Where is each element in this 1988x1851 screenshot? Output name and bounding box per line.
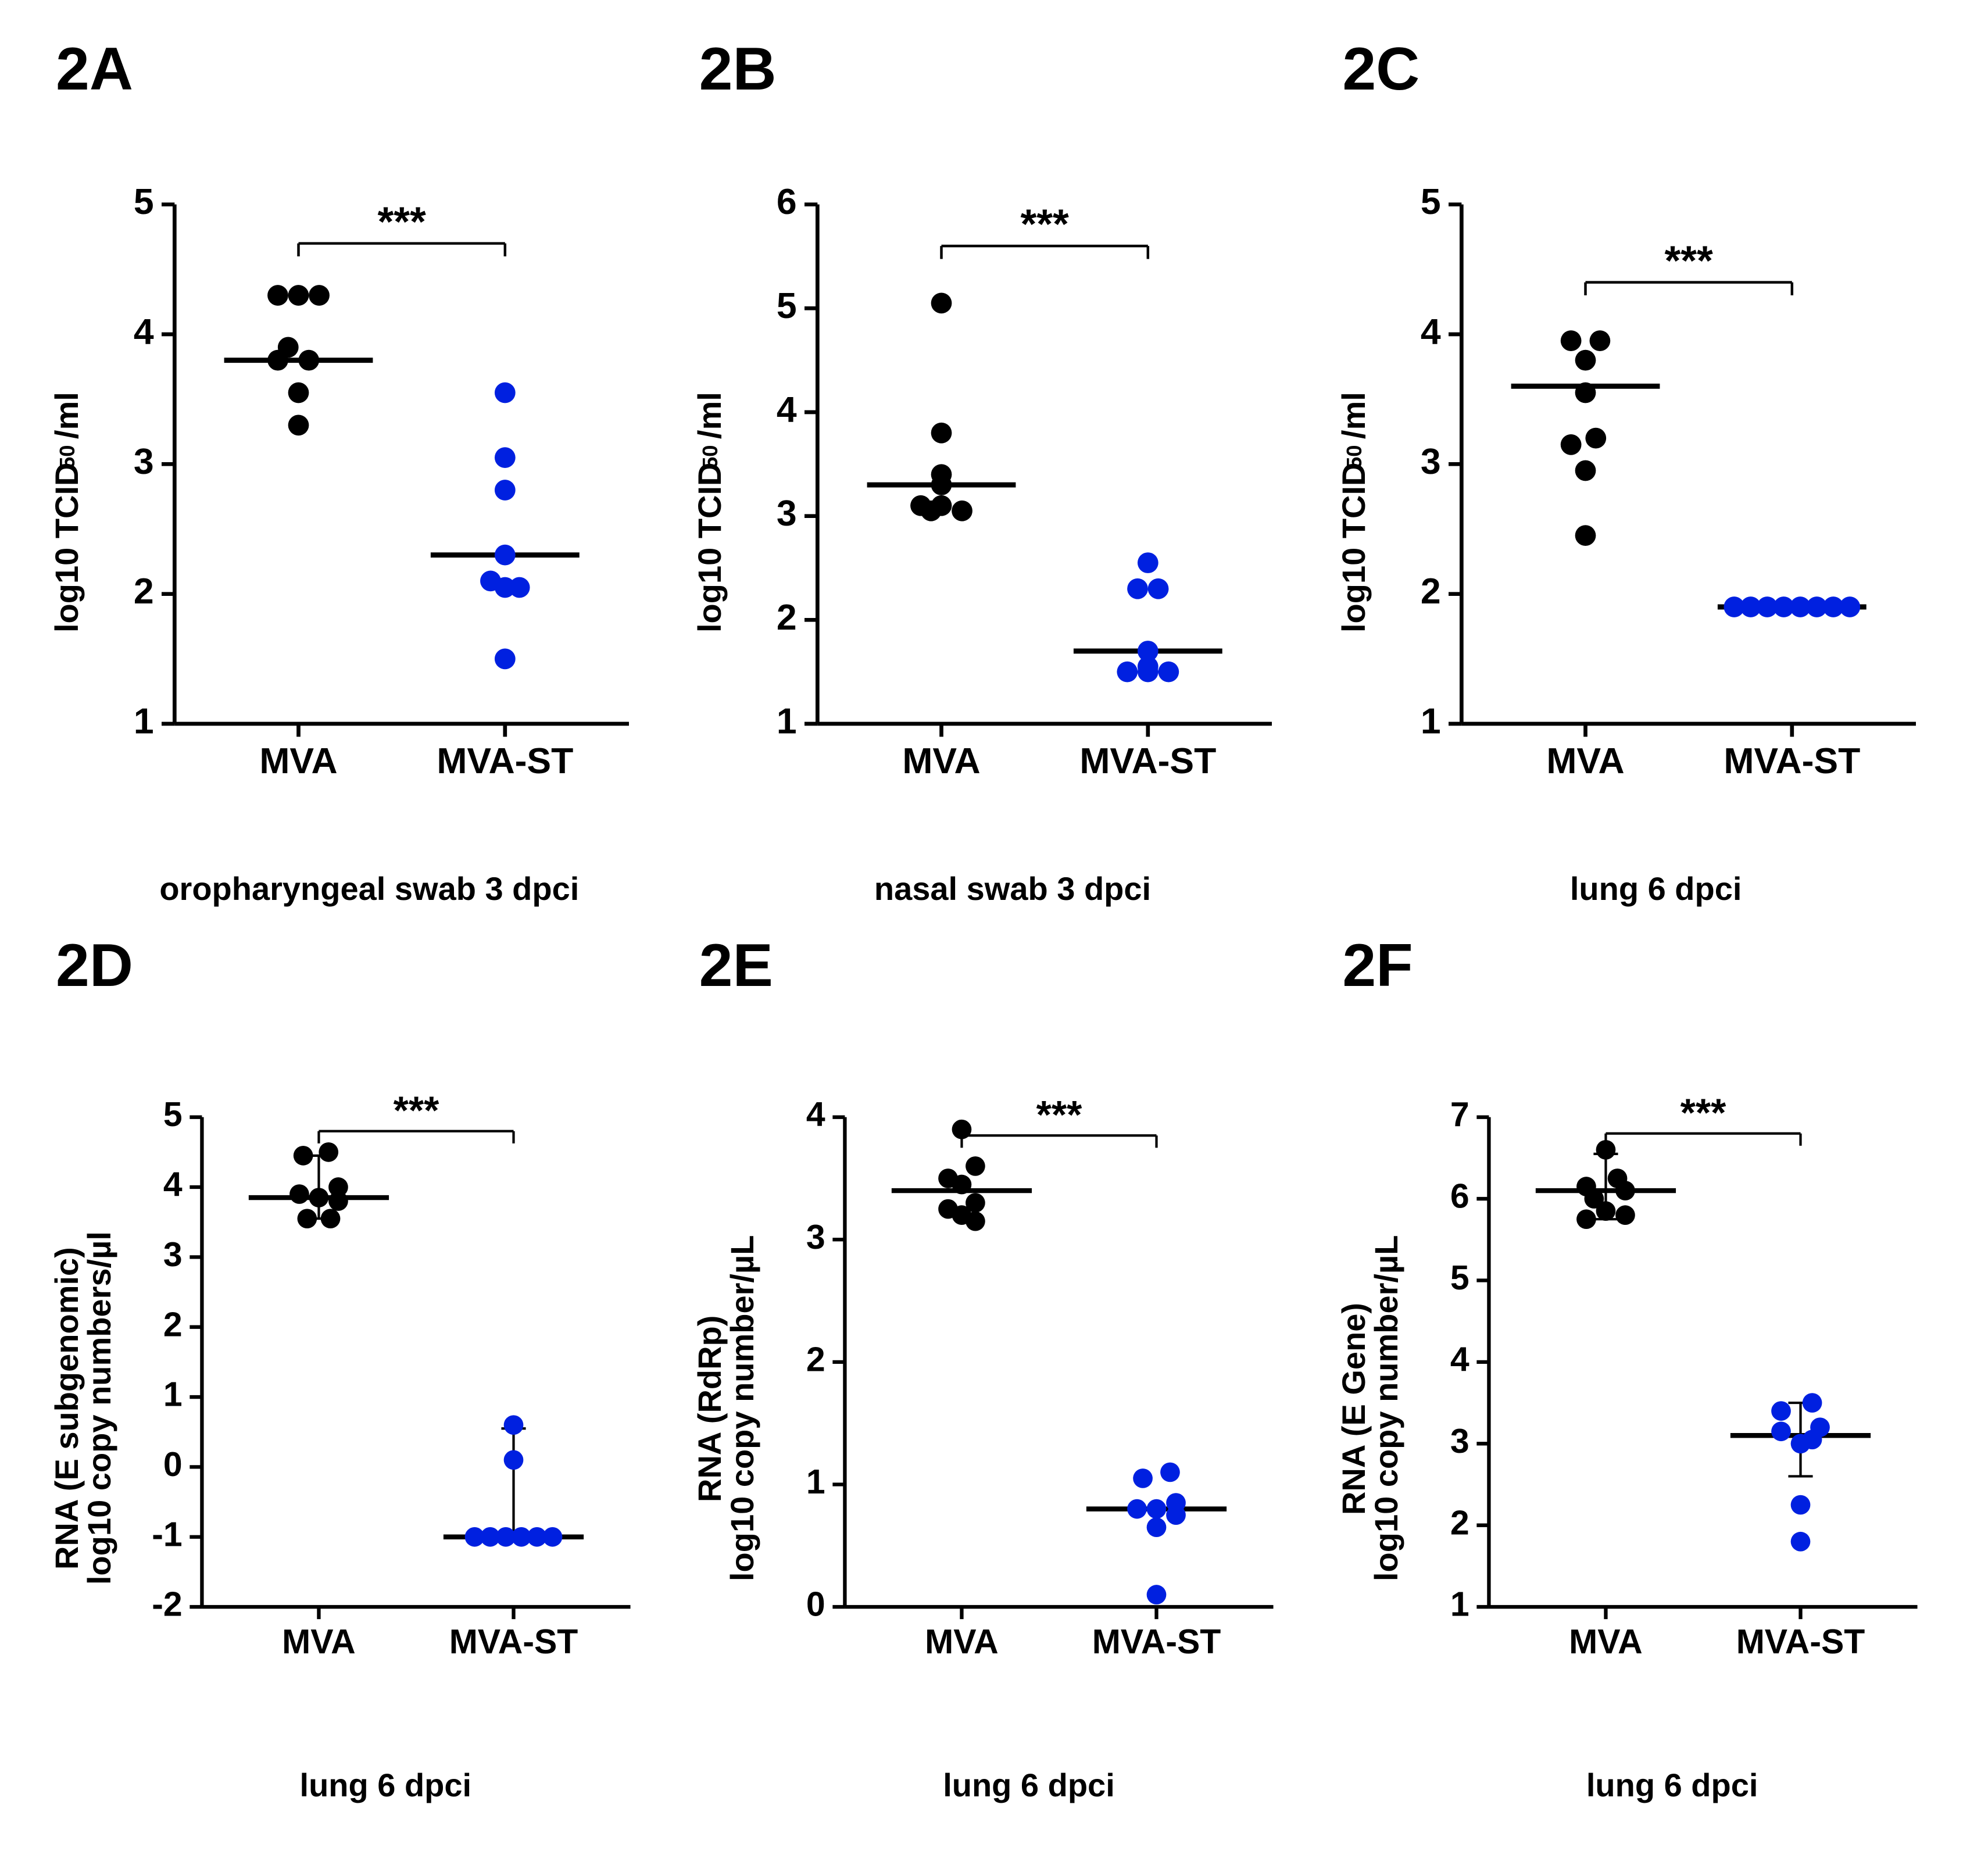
svg-text:2: 2 — [1420, 571, 1440, 612]
ylabel-2A: log10 TCID50/ml — [47, 116, 84, 908]
svg-text:4: 4 — [134, 312, 154, 352]
svg-text:***: *** — [1664, 237, 1713, 284]
panel-2C: 2C log10 TCID50/ml 1 2 3 4 5 MVA MVA-ST *** lun… — [1333, 35, 1941, 908]
axis-area-2A: 1 2 3 4 5 MVA MVA-ST *** oropharyngeal swab 3 d… — [84, 116, 655, 908]
svg-text:7: 7 — [1450, 1096, 1469, 1134]
svg-text:6: 6 — [1450, 1178, 1469, 1216]
ylabel-2F: RNA (E Gene) log10 copy number/µL — [1333, 1013, 1403, 1804]
svg-text:3: 3 — [163, 1236, 183, 1274]
svg-text:5: 5 — [1420, 181, 1440, 222]
svg-text:***: *** — [1680, 1091, 1726, 1135]
svg-text:MVA: MVA — [1546, 741, 1624, 781]
xlabel-2B: nasal swab 3 dpci — [727, 871, 1299, 908]
svg-text:1: 1 — [1420, 701, 1440, 742]
axis-area-2F: 1 2 3 4 5 6 7 MVA MVA-ST *** lung 6 dpci — [1403, 1013, 1941, 1804]
xlabel-2F: lung 6 dpci — [1403, 1767, 1941, 1804]
svg-text:MVA-ST: MVA-ST — [1080, 741, 1217, 781]
svg-text:0: 0 — [807, 1586, 826, 1624]
axis-area-2C: 1 2 3 4 5 MVA MVA-ST *** lung 6 dpci — [1370, 116, 1941, 908]
svg-text:MVA: MVA — [282, 1623, 356, 1661]
svg-text:4: 4 — [1420, 312, 1440, 352]
plot-wrap-2C: log10 TCID50/ml 1 2 3 4 5 MVA MVA-ST *** lung 6… — [1333, 116, 1941, 908]
figure-grid: 2A log10 TCID50/ml 1 2 3 4 5 MVA MVA-ST *** oro… — [0, 0, 1988, 1851]
svg-text:3: 3 — [777, 493, 797, 534]
svg-text:2: 2 — [1450, 1504, 1469, 1542]
axis-area-2D: -2 -1 0 1 2 3 4 5 MVA MVA-ST *** lung 6 dpci — [116, 1013, 655, 1804]
panel-2A: 2A log10 TCID50/ml 1 2 3 4 5 MVA MVA-ST *** oro… — [47, 35, 655, 908]
ylabel-2B: log10 TCID50/ml — [690, 116, 727, 908]
svg-text:MVA: MVA — [925, 1623, 999, 1661]
plot-2A: 1 2 3 4 5 MVA MVA-ST *** — [84, 116, 655, 864]
svg-text:6: 6 — [777, 181, 797, 222]
panel-title-2D: 2D — [56, 931, 655, 1001]
svg-text:MVA-ST: MVA-ST — [1092, 1623, 1221, 1661]
plot-2F: 1 2 3 4 5 6 7 MVA MVA-ST *** — [1403, 1013, 1941, 1760]
plot-wrap-2F: RNA (E Gene) log10 copy number/µL 1 2 3 4 5 6… — [1333, 1013, 1941, 1804]
panel-title-2E: 2E — [699, 931, 1299, 1001]
ylabel-2C: log10 TCID50/ml — [1333, 116, 1370, 908]
svg-text:1: 1 — [777, 701, 797, 742]
svg-text:4: 4 — [1450, 1341, 1469, 1378]
svg-text:MVA-ST: MVA-ST — [1736, 1623, 1865, 1661]
svg-text:3: 3 — [807, 1218, 826, 1256]
plot-wrap-2A: log10 TCID50/ml 1 2 3 4 5 MVA MVA-ST *** oropha… — [47, 116, 655, 908]
panel-title-2C: 2C — [1342, 35, 1941, 105]
svg-text:***: *** — [394, 1089, 439, 1132]
svg-text:MVA-ST: MVA-ST — [437, 741, 573, 781]
xlabel-2A: oropharyngeal swab 3 dpci — [84, 871, 655, 908]
svg-text:3: 3 — [1450, 1423, 1469, 1460]
svg-text:-2: -2 — [152, 1586, 182, 1624]
svg-text:4: 4 — [807, 1096, 826, 1134]
svg-text:1: 1 — [134, 701, 154, 742]
panel-2E: 2E RNA (RdRp) log10 copy number/µL 0 1 2 3 4… — [690, 931, 1299, 1804]
svg-text:1: 1 — [807, 1463, 826, 1501]
svg-text:5: 5 — [163, 1096, 183, 1134]
svg-text:3: 3 — [134, 441, 154, 482]
svg-text:0: 0 — [163, 1446, 183, 1484]
svg-text:MVA: MVA — [259, 741, 337, 781]
plot-wrap-2B: log10 TCID50/ml 1 2 3 4 5 6 MVA MVA-ST *** nasal… — [690, 116, 1299, 908]
plot-2E: 0 1 2 3 4 MVA MVA-ST *** — [760, 1013, 1299, 1760]
svg-text:MVA-ST: MVA-ST — [449, 1623, 578, 1661]
panel-2B: 2B log10 TCID50/ml 1 2 3 4 5 6 MVA MVA-ST *** na… — [690, 35, 1299, 908]
xlabel-2E: lung 6 dpci — [760, 1767, 1299, 1804]
panel-title-2A: 2A — [56, 35, 655, 105]
panel-2D: 2D RNA (E subgenomic) log10 copy numbers… — [47, 931, 655, 1804]
svg-text:***: *** — [1021, 201, 1070, 248]
xlabel-2D: lung 6 dpci — [116, 1767, 655, 1804]
ylabel-2D: RNA (E subgenomic) log10 copy numbers/µl — [47, 1013, 116, 1804]
svg-text:MVA-ST: MVA-ST — [1724, 741, 1860, 781]
svg-text:1: 1 — [1450, 1586, 1469, 1624]
panel-title-2B: 2B — [699, 35, 1299, 105]
plot-2B: 1 2 3 4 5 6 MVA MVA-ST *** — [727, 116, 1299, 864]
plot-wrap-2E: RNA (RdRp) log10 copy number/µL 0 1 2 3 4 MVA… — [690, 1013, 1299, 1804]
svg-text:2: 2 — [807, 1341, 826, 1378]
panel-title-2F: 2F — [1342, 931, 1941, 1001]
svg-text:2: 2 — [777, 597, 797, 638]
svg-text:4: 4 — [777, 390, 797, 430]
svg-text:1: 1 — [163, 1376, 183, 1414]
svg-text:3: 3 — [1420, 441, 1440, 482]
svg-text:MVA: MVA — [1568, 1623, 1642, 1661]
svg-text:***: *** — [377, 198, 426, 245]
plot-wrap-2D: RNA (E subgenomic) log10 copy numbers/µl… — [47, 1013, 655, 1804]
axis-area-2B: 1 2 3 4 5 6 MVA MVA-ST *** nasal swab 3 dpci — [727, 116, 1299, 908]
svg-text:-1: -1 — [152, 1516, 182, 1553]
axis-area-2E: 0 1 2 3 4 MVA MVA-ST *** lung 6 dpci — [760, 1013, 1299, 1804]
ylabel-2E: RNA (RdRp) log10 copy number/µL — [690, 1013, 760, 1804]
plot-2C: 1 2 3 4 5 MVA MVA-ST *** — [1370, 116, 1941, 864]
xlabel-2C: lung 6 dpci — [1370, 871, 1941, 908]
svg-text:2: 2 — [134, 571, 154, 612]
plot-2D: -2 -1 0 1 2 3 4 5 MVA MVA-ST *** — [116, 1013, 655, 1760]
svg-text:5: 5 — [1450, 1259, 1469, 1297]
svg-text:***: *** — [1036, 1094, 1082, 1137]
panel-2F: 2F RNA (E Gene) log10 copy number/µL 1 2 3… — [1333, 931, 1941, 1804]
svg-text:2: 2 — [163, 1306, 183, 1343]
svg-text:5: 5 — [777, 285, 797, 326]
svg-text:4: 4 — [163, 1166, 183, 1204]
svg-text:MVA: MVA — [903, 741, 981, 781]
svg-text:5: 5 — [134, 181, 154, 222]
